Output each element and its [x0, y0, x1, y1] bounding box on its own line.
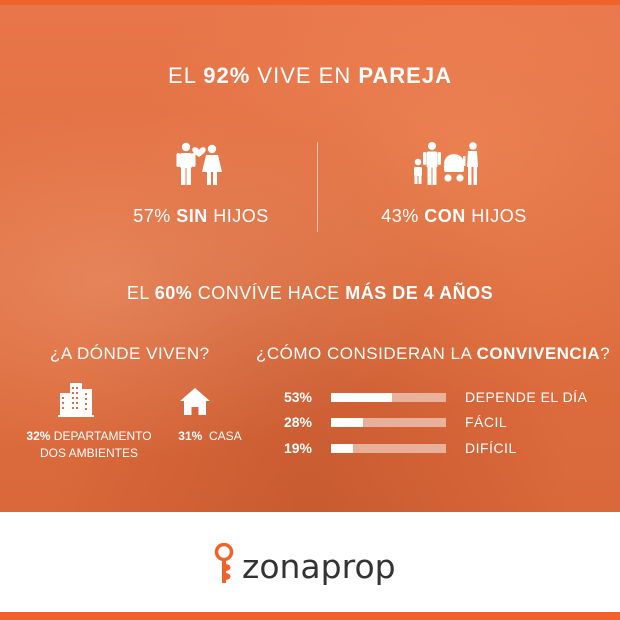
bar-fill [331, 393, 392, 402]
sub-pct: 60% [154, 283, 193, 303]
sub-pre: EL [126, 283, 155, 303]
place-casa: 31% CASA [170, 428, 250, 445]
bar-pct-label: 53% [283, 389, 312, 405]
stat-left-bold: SIN [176, 206, 208, 226]
bar-fill [331, 418, 363, 427]
where-question: ¿A DÓNDE VIVEN? [50, 344, 210, 363]
couple-heart-icon [174, 140, 224, 193]
headline-pct: 92% [203, 63, 251, 88]
how-question-pre: ¿CÓMO CONSIDERAN LA [256, 344, 477, 363]
how-question-bold: CONVIVENCIA [476, 344, 601, 363]
stat-left-rest: HIJOS [207, 206, 269, 226]
sub-bold: MÁS DE 4 AÑOS [345, 283, 494, 303]
place-casa-label: CASA [202, 429, 242, 443]
house-icon [179, 386, 211, 421]
stat-sin-hijos: 57% SIN HIJOS [51, 206, 351, 227]
headline-bold: PAREJA [358, 63, 452, 88]
stat-right-bold: CON [424, 206, 466, 226]
stat-right-rest: HIJOS [465, 206, 527, 226]
top-accent-stripe [0, 0, 620, 5]
how-question-post: ? [600, 344, 611, 363]
brand-name: zonaprop [242, 546, 396, 586]
place-departamento-line1: DEPARTAMENTO [50, 429, 152, 443]
buildings-icon [58, 381, 94, 422]
bar-track [331, 393, 446, 402]
infographic-panel: EL 92% VIVE EN PAREJA [0, 0, 620, 512]
place-casa-pct: 31% [178, 429, 203, 443]
how-question: ¿CÓMO CONSIDERAN LA CONVIVENCIA? [256, 344, 610, 364]
place-departamento: 32% DEPARTAMENTO DOS AMBIENTES [20, 428, 158, 462]
stat-right-pct: 43% [381, 206, 425, 226]
bar-track [331, 444, 446, 453]
stat-con-hijos: 43% CON HIJOS [304, 206, 604, 227]
bar-label: DIFÍCIL [465, 440, 517, 456]
key-logo-icon [212, 542, 236, 590]
family-icon [411, 140, 479, 193]
bar-fill [331, 444, 353, 453]
headline-mid: VIVE EN [250, 63, 359, 88]
brand-logo: zonaprop [212, 542, 396, 590]
bar-pct-label: 28% [283, 414, 312, 430]
bottom-accent-stripe [0, 612, 620, 620]
headline: EL 92% VIVE EN PAREJA [0, 63, 620, 89]
place-departamento-line2: DOS AMBIENTES [39, 446, 139, 460]
bar-label: DEPENDE EL DÍA [465, 389, 588, 405]
subheadline: EL 60% CONVÍVE HACE MÁS DE 4 AÑOS [0, 283, 620, 304]
headline-pre: EL [168, 63, 204, 88]
place-departamento-pct: 32% [26, 429, 51, 443]
bar-label: FÁCIL [465, 414, 508, 430]
bar-pct-label: 19% [283, 440, 312, 456]
sub-mid: CONVÍVE HACE [192, 283, 346, 303]
stat-left-pct: 57% [133, 206, 177, 226]
bar-track [331, 418, 446, 427]
footer [0, 512, 620, 620]
vertical-divider [317, 142, 318, 232]
